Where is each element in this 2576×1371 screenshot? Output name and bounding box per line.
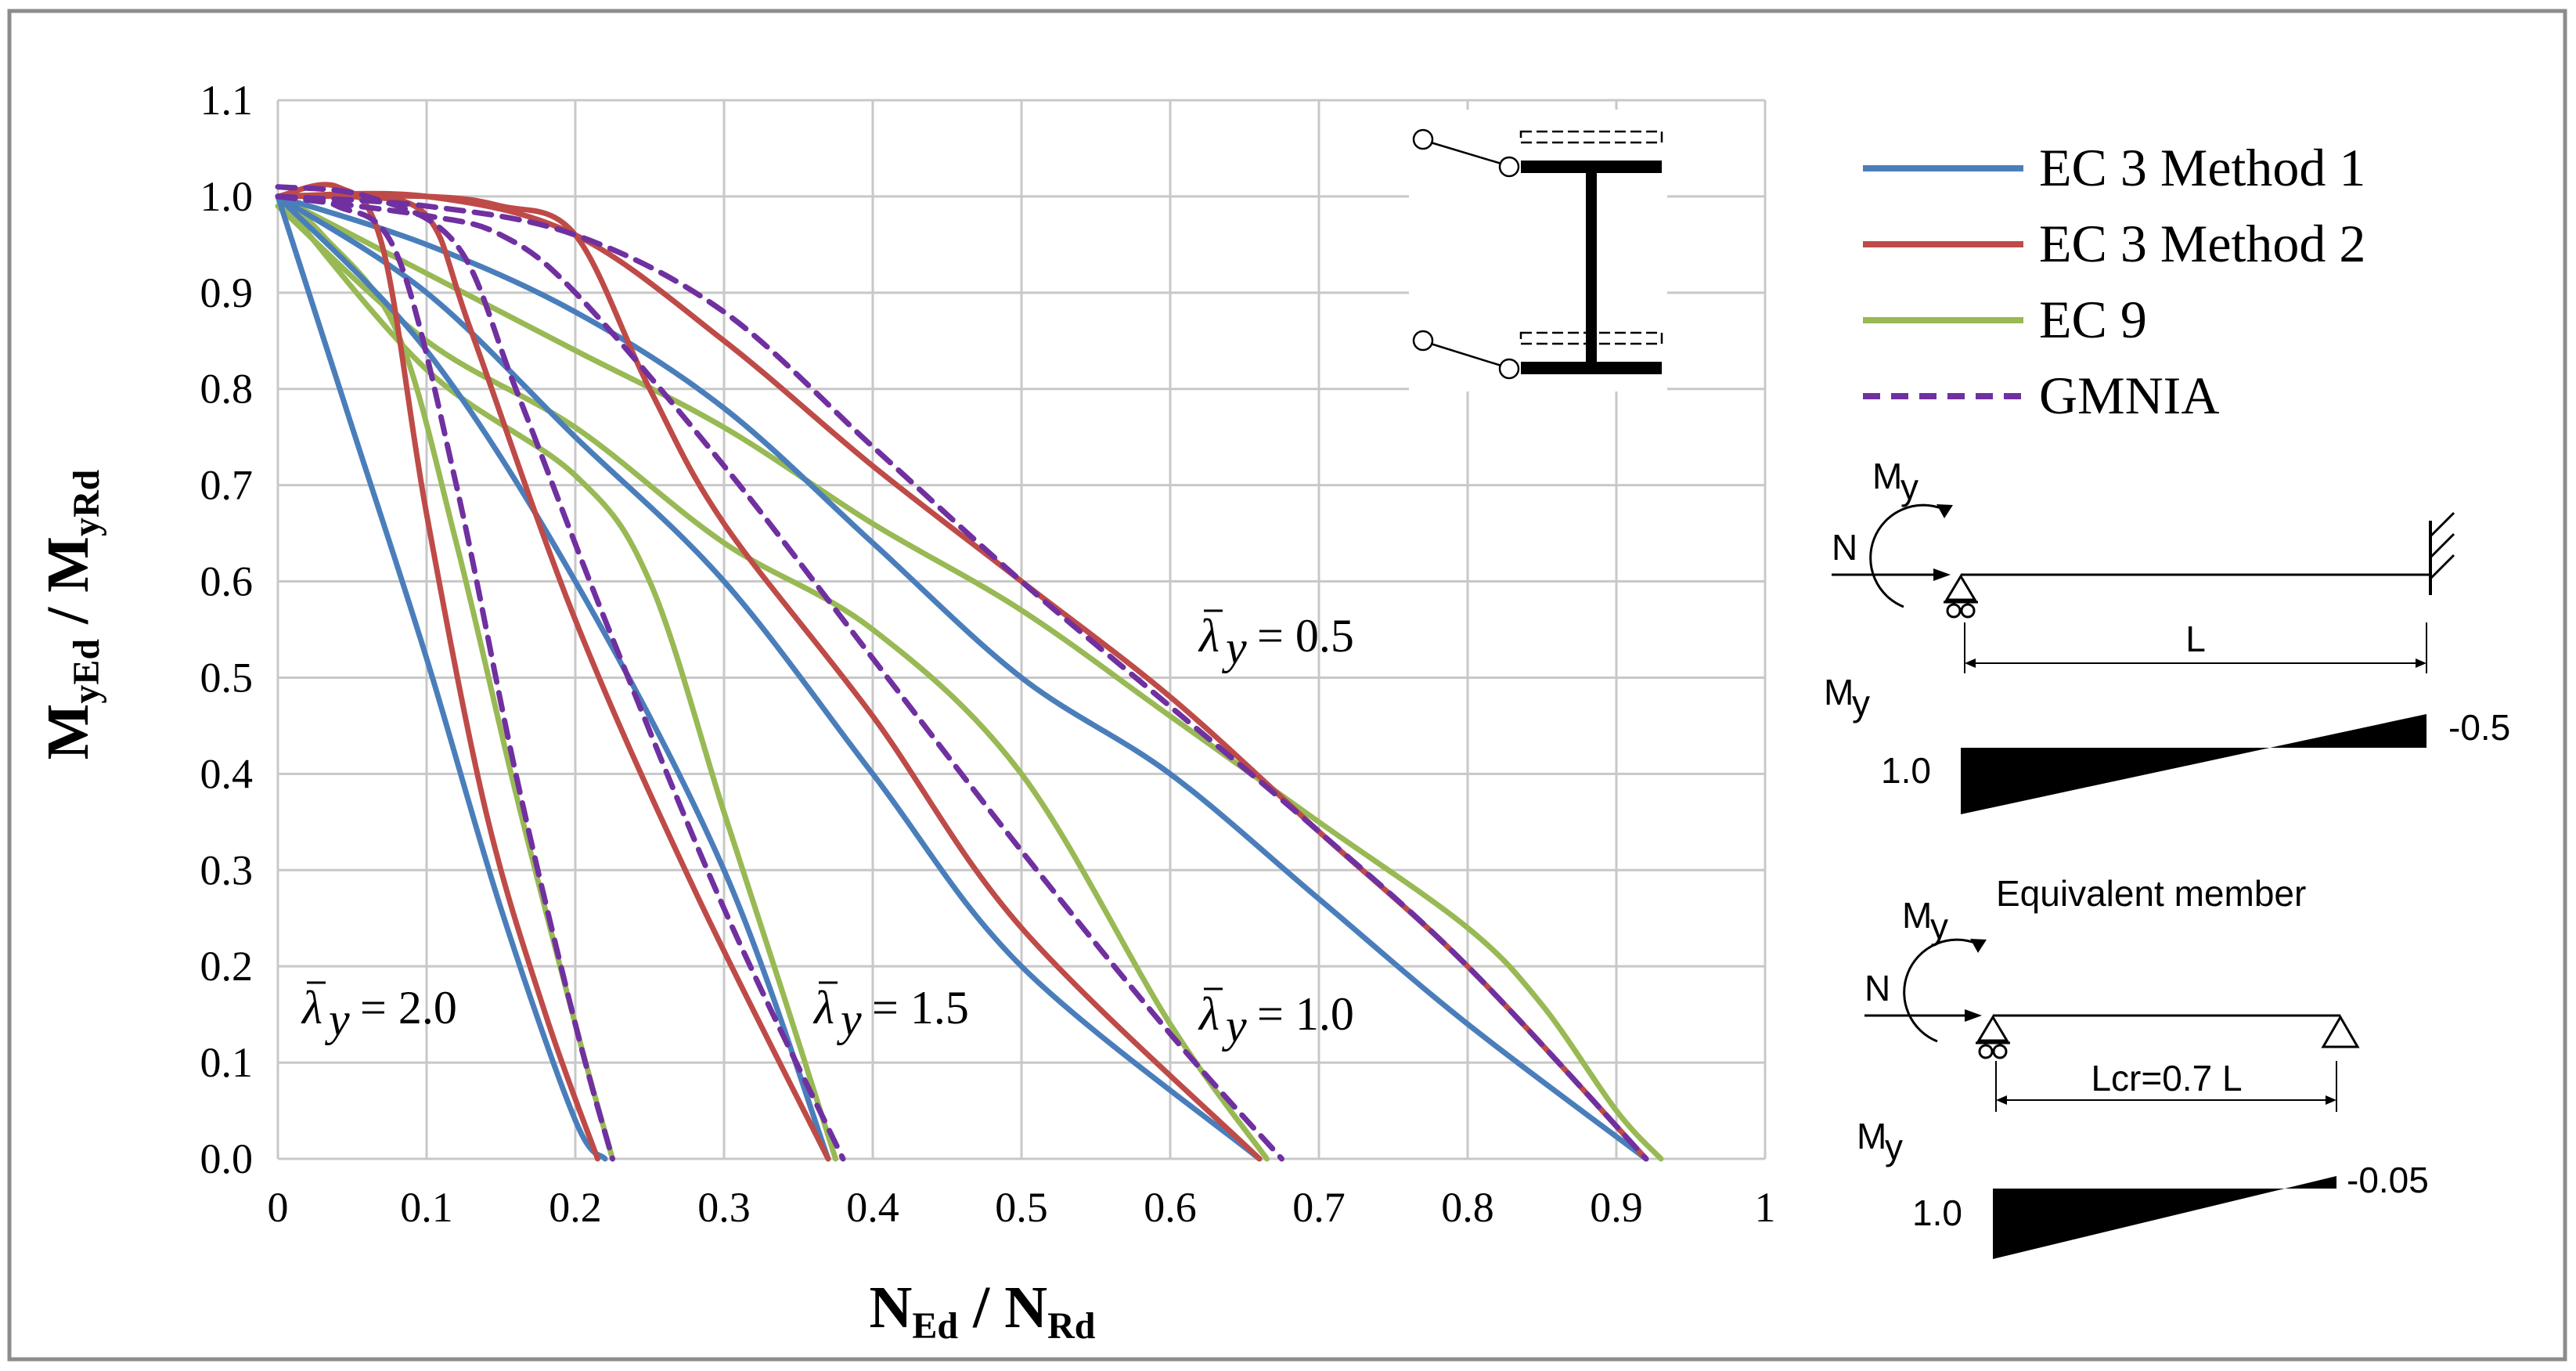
- series-layer: [275, 182, 1664, 1162]
- svg-text:1.0: 1.0: [1912, 1192, 1962, 1233]
- svg-text:Equivalent member: Equivalent member: [1996, 873, 2306, 914]
- y-axis-title: MyEd / MyRd: [35, 469, 107, 759]
- x-tick-label: 0.3: [697, 1184, 751, 1231]
- legend-label: GMNIA: [2039, 366, 2219, 425]
- y-tick-label: 0.6: [200, 558, 254, 605]
- svg-text:y: y: [1900, 467, 1918, 507]
- svg-text:λ: λ: [301, 982, 322, 1034]
- svg-text:λ: λ: [1198, 610, 1220, 662]
- svg-text:M: M: [1902, 895, 1932, 936]
- slenderness-label-0-5: λ y = 0.5: [1198, 609, 1354, 673]
- series-line-ec-3-method-2-lambda-1-0: [275, 193, 1263, 1162]
- legend: EC 3 Method 1 EC 3 Method 2 EC 9 GMNIA: [1863, 138, 2365, 425]
- svg-text:= 1.5: = 1.5: [872, 982, 969, 1034]
- svg-text:N: N: [1832, 527, 1857, 568]
- x-tick-label: 0.8: [1441, 1184, 1494, 1231]
- x-tick-label: 0.5: [995, 1184, 1048, 1231]
- series-line-ec-9-lambda-1-5: [275, 193, 838, 1162]
- x-tick-label: 0.6: [1144, 1184, 1197, 1231]
- series-line-ec-9-lambda-0-5: [275, 193, 1664, 1162]
- member-diagram-top: M y N L M y 1.0 -0.5: [1824, 456, 2510, 814]
- svg-text:λ: λ: [812, 982, 834, 1034]
- y-tick-label: 0.4: [200, 750, 254, 797]
- svg-text:y: y: [1930, 906, 1948, 947]
- series-line-ec-3-method-1-lambda-1-5: [275, 193, 831, 1162]
- x-tick-label: 0.1: [400, 1184, 453, 1231]
- svg-text:1.0: 1.0: [1881, 750, 1931, 791]
- svg-text:M: M: [1857, 1116, 1886, 1156]
- y-tick-label: 0.3: [200, 846, 254, 893]
- series-line-gmnia-lambda-0-5: [275, 193, 1649, 1162]
- y-tick-label: 1.1: [200, 77, 254, 124]
- slenderness-label-1-0: λ y = 1.0: [1198, 987, 1354, 1052]
- member-diagram-bottom: Equivalent member M y N Lcr=0.7 L M y 1.…: [1857, 873, 2429, 1259]
- y-tick-label: 0.5: [200, 654, 254, 701]
- svg-text:-0.05: -0.05: [2347, 1160, 2429, 1200]
- series-line-ec-3-method-1-lambda-1-0: [275, 193, 1263, 1162]
- y-tick-label: 0.8: [200, 366, 254, 413]
- svg-text:-0.5: -0.5: [2448, 707, 2510, 748]
- legend-label: EC 3 Method 1: [2039, 138, 2365, 197]
- y-tick-label: 0.1: [200, 1039, 254, 1086]
- y-tick-label: 0.0: [200, 1135, 254, 1182]
- y-tick-label: 0.2: [200, 943, 254, 990]
- svg-text:N: N: [1864, 968, 1890, 1008]
- svg-text:λ: λ: [1198, 988, 1220, 1040]
- y-tick-label: 0.9: [200, 269, 254, 316]
- svg-text:= 1.0: = 1.0: [1257, 988, 1354, 1040]
- x-axis-title: NEd / NRd: [870, 1275, 1096, 1347]
- svg-text:y: y: [1852, 683, 1870, 723]
- x-tick-label: 0.2: [549, 1184, 602, 1231]
- legend-label: EC 9: [2039, 290, 2147, 349]
- x-tick-labels: 0 0.1 0.2 0.3 0.4 0.5 0.6 0.7 0.8 0.9 1: [268, 1184, 1776, 1231]
- series-line-gmnia-lambda-1-0: [275, 193, 1284, 1162]
- svg-text:= 2.0: = 2.0: [360, 982, 457, 1034]
- svg-text:M: M: [1872, 456, 1902, 496]
- x-tick-label: 0.9: [1590, 1184, 1643, 1231]
- svg-text:y: y: [1221, 622, 1247, 673]
- svg-text:L: L: [2185, 619, 2206, 659]
- i-section-icon: [1409, 110, 1667, 391]
- y-tick-label: 0.7: [200, 462, 254, 509]
- svg-text:y: y: [1885, 1127, 1903, 1167]
- x-tick-label: 0.7: [1292, 1184, 1346, 1231]
- svg-text:y: y: [836, 994, 862, 1045]
- series-line-gmnia-lambda-2-0: [275, 193, 615, 1162]
- series-line-ec-3-method-1-lambda-2-0: [275, 193, 608, 1162]
- series-line-ec-9-lambda-1-0: [275, 203, 1270, 1162]
- x-tick-label: 0.4: [846, 1184, 899, 1231]
- slenderness-label-2-0: λ y = 2.0: [301, 981, 457, 1045]
- legend-label: EC 3 Method 2: [2039, 214, 2365, 273]
- y-tick-labels: 0.0 0.1 0.2 0.3 0.4 0.5 0.6 0.7 0.8 0.9 1.0 1.1: [200, 77, 254, 1182]
- svg-text:Lcr=0.7 L: Lcr=0.7 L: [2091, 1058, 2242, 1099]
- slenderness-label-1-5: λ y = 1.5: [812, 981, 969, 1045]
- x-tick-label: 0: [268, 1184, 289, 1231]
- series-line-ec-3-method-1-lambda-0-5: [275, 193, 1649, 1162]
- x-tick-label: 1: [1755, 1184, 1776, 1231]
- svg-text:M: M: [1824, 672, 1854, 713]
- svg-text:= 0.5: = 0.5: [1257, 610, 1354, 662]
- svg-text:y: y: [324, 994, 350, 1045]
- svg-text:y: y: [1221, 1000, 1247, 1052]
- y-tick-label: 1.0: [200, 173, 254, 220]
